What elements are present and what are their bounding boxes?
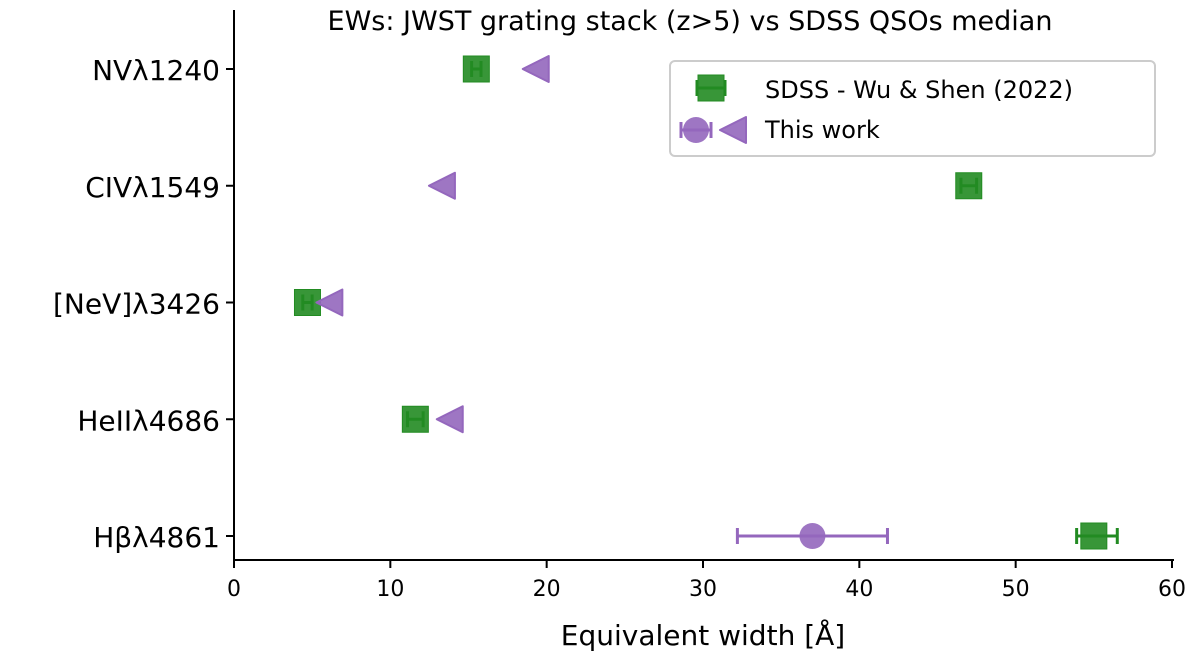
y-tick-label: CIVλ1549 [85, 171, 220, 204]
data-point-sdss [401, 405, 429, 433]
y-tick-label: [NeV]λ3426 [53, 288, 220, 321]
data-point-sdss [955, 172, 983, 200]
data-point-sdss [462, 55, 490, 83]
x-tick-label: 20 [533, 577, 561, 602]
x-tick-label: 30 [689, 577, 717, 602]
legend-frame [669, 60, 1156, 157]
x-axis-label: Equivalent width [Å] [561, 618, 845, 652]
legend-marker-this-work [679, 116, 747, 144]
data-point-sdss [1080, 522, 1108, 550]
y-tick-label: NVλ1240 [92, 54, 220, 87]
legend: SDSS - Wu & Shen (2022) This work [669, 60, 1156, 157]
y-tick-label: HeIIλ4686 [77, 404, 220, 437]
legend-label-this-work: This work [764, 116, 880, 144]
legend-label-sdss: SDSS - Wu & Shen (2022) [765, 76, 1073, 104]
upper-limit-this-work [315, 288, 344, 317]
data-point-this-work [799, 523, 826, 549]
legend-circle [683, 117, 709, 143]
legend-square [697, 74, 725, 102]
x-tick-label: 50 [1002, 577, 1030, 602]
x-tick-label: 10 [376, 577, 404, 602]
chart-title: EWs: JWST grating stack (z>5) vs SDSS QS… [328, 6, 1053, 37]
y-tick-label: Hβλ4861 [93, 521, 220, 554]
axes: 0 10 20 30 40 50 60 NVλ1240 CIVλ1549 [NeV]λ3426 He… [53, 10, 1186, 602]
legend-triangle [719, 116, 747, 144]
x-tick-label: 60 [1158, 577, 1186, 602]
data-marks [293, 55, 1119, 550]
x-tick-label: 40 [845, 577, 873, 602]
upper-limit-this-work [435, 405, 464, 434]
legend-marker-sdss [695, 74, 727, 102]
upper-limit-this-work [521, 55, 550, 83]
upper-limit-this-work [427, 171, 456, 200]
x-tick-label: 0 [227, 577, 241, 602]
